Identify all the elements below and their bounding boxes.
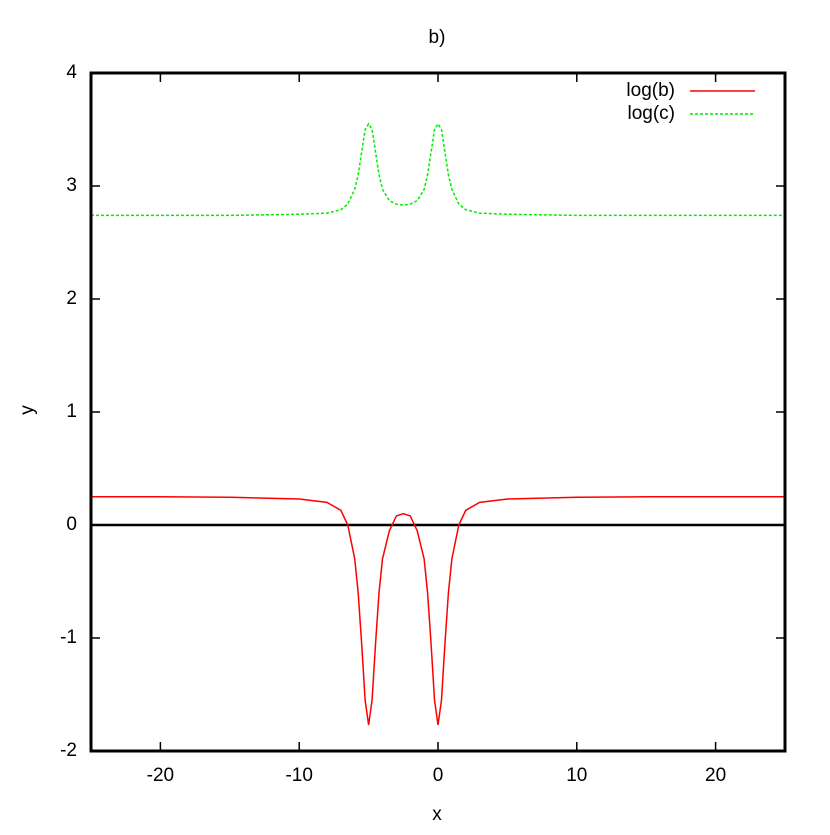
series-line <box>91 122 785 217</box>
y-tick-label: 3 <box>66 175 77 196</box>
y-tick-label: 1 <box>66 401 77 422</box>
y-tick-label: 0 <box>66 514 77 535</box>
legend-label: log(b) <box>626 80 675 101</box>
x-tick-label: 10 <box>566 765 587 786</box>
y-tick-label: -2 <box>60 740 77 761</box>
x-tick-label: 0 <box>433 765 444 786</box>
chart-title: b) <box>429 27 446 48</box>
series-line <box>91 496 785 726</box>
legend-label: log(c) <box>627 103 675 124</box>
y-tick-label: 4 <box>66 62 77 83</box>
x-tick-label: -20 <box>147 765 174 786</box>
x-tick-label: 20 <box>705 765 726 786</box>
y-tick-label: -1 <box>60 627 77 648</box>
plot-frame <box>89 71 787 753</box>
y-tick-label: 2 <box>66 288 77 309</box>
x-axis-label: x <box>432 804 442 825</box>
x-tick-label: -10 <box>285 765 312 786</box>
y-axis-label: y <box>17 405 38 415</box>
